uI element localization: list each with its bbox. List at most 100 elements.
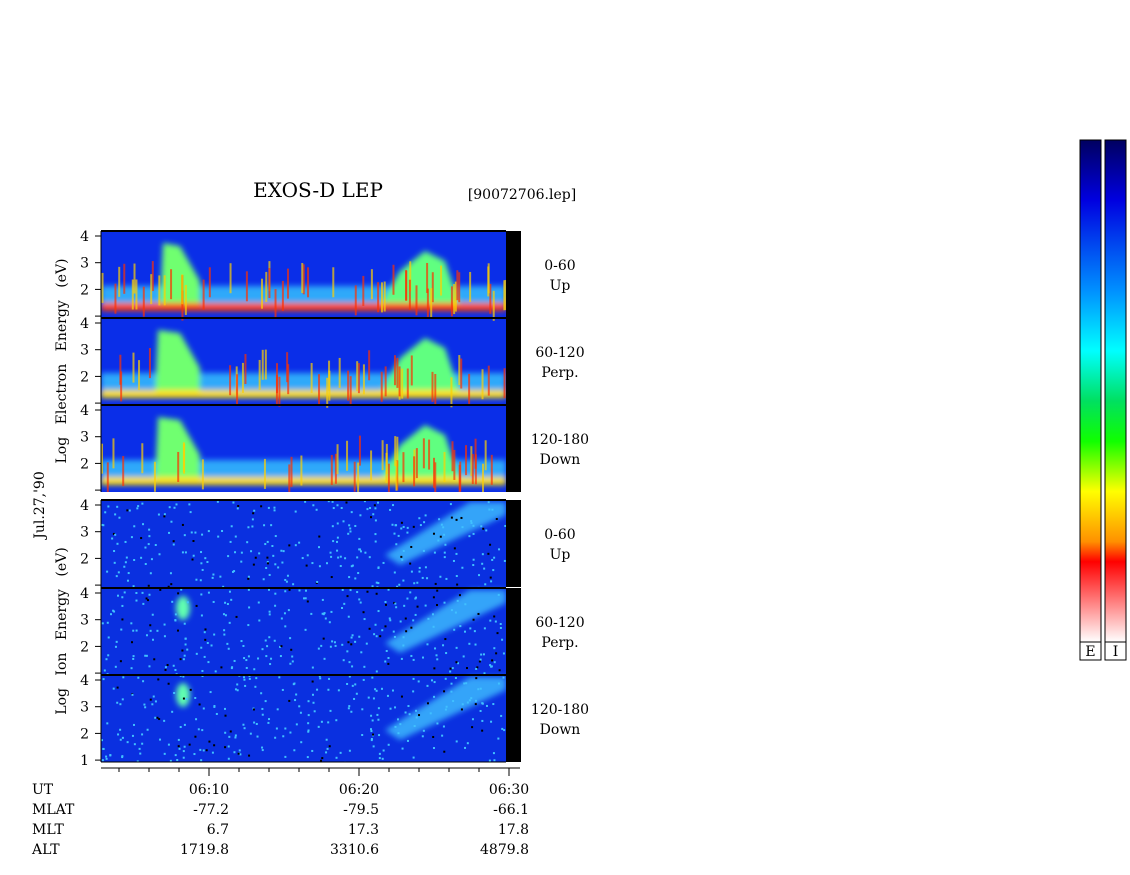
spike — [451, 441, 454, 472]
speck — [321, 598, 324, 601]
black-strip — [506, 500, 521, 587]
speck — [433, 667, 436, 670]
speck — [137, 505, 140, 508]
speck — [444, 543, 447, 546]
speck — [439, 535, 442, 538]
speck — [101, 622, 104, 625]
speck — [339, 751, 342, 754]
spike — [201, 459, 204, 490]
speck — [493, 759, 496, 762]
speck — [399, 620, 402, 623]
speck — [401, 747, 404, 750]
speck — [389, 508, 392, 511]
spike — [395, 460, 398, 491]
speck — [254, 556, 257, 559]
speck — [227, 647, 230, 650]
speck — [213, 705, 216, 708]
speck — [111, 537, 114, 540]
row-value: -79.5 — [343, 802, 379, 818]
black-strip — [506, 318, 521, 405]
speck — [365, 642, 368, 645]
speck — [236, 683, 239, 686]
spike — [387, 463, 390, 492]
spike — [396, 357, 399, 388]
speck — [393, 571, 396, 574]
spike — [138, 360, 141, 391]
speck — [400, 657, 403, 660]
speck — [272, 554, 275, 557]
y-tick-label: 4 — [80, 498, 89, 514]
speck — [237, 752, 240, 755]
speck — [342, 659, 345, 662]
speck — [436, 722, 439, 725]
plume — [385, 502, 506, 565]
speck — [406, 597, 409, 600]
speck — [240, 551, 243, 554]
direction-label: Down — [540, 722, 581, 738]
speck — [226, 642, 229, 645]
speck — [374, 688, 377, 691]
speck — [456, 583, 459, 586]
angle-label: 60-120 — [535, 345, 584, 361]
speck — [348, 576, 351, 579]
speck — [233, 751, 236, 754]
speck — [479, 658, 482, 661]
spike — [384, 366, 387, 397]
speck — [144, 706, 147, 709]
speck — [481, 729, 484, 732]
speck — [247, 624, 250, 627]
speck — [186, 648, 189, 651]
spike — [487, 365, 490, 396]
speck — [144, 546, 147, 549]
speck — [224, 714, 227, 717]
speck — [141, 502, 144, 505]
speck — [460, 708, 463, 711]
speck — [230, 598, 233, 601]
speck — [503, 559, 506, 562]
speck — [294, 510, 297, 513]
spike — [490, 454, 493, 485]
axis-label: Log Ion Energy (eV) — [54, 547, 70, 714]
speck — [378, 734, 381, 737]
speck — [385, 649, 388, 652]
speck — [193, 753, 196, 756]
speck — [232, 501, 235, 504]
speck — [402, 579, 405, 582]
speck — [426, 684, 429, 687]
spike — [338, 357, 341, 388]
speck — [455, 646, 458, 649]
speck — [485, 529, 488, 532]
speck — [102, 524, 105, 527]
spike — [380, 371, 383, 402]
speck — [442, 526, 445, 529]
speck — [480, 525, 483, 528]
spike — [264, 349, 267, 380]
spike — [394, 436, 397, 467]
speck — [316, 580, 319, 583]
speck — [265, 567, 268, 570]
speck — [224, 746, 227, 749]
speck — [347, 615, 350, 618]
speck — [270, 657, 273, 660]
speck — [284, 578, 287, 581]
speck — [441, 734, 444, 737]
speck — [330, 610, 333, 613]
speck — [427, 617, 430, 620]
speck — [359, 550, 362, 553]
speck — [207, 591, 210, 594]
speck — [242, 644, 245, 647]
speck — [312, 504, 315, 507]
spike — [469, 271, 472, 302]
spike — [410, 355, 413, 386]
speck — [222, 613, 225, 616]
speck — [453, 628, 456, 631]
speck — [345, 501, 348, 504]
line — [101, 477, 506, 485]
spike — [229, 263, 232, 294]
speck — [133, 743, 136, 746]
speck — [273, 639, 276, 642]
speck — [195, 718, 198, 721]
speck — [443, 690, 446, 693]
speck — [450, 690, 453, 693]
speck — [361, 734, 364, 737]
